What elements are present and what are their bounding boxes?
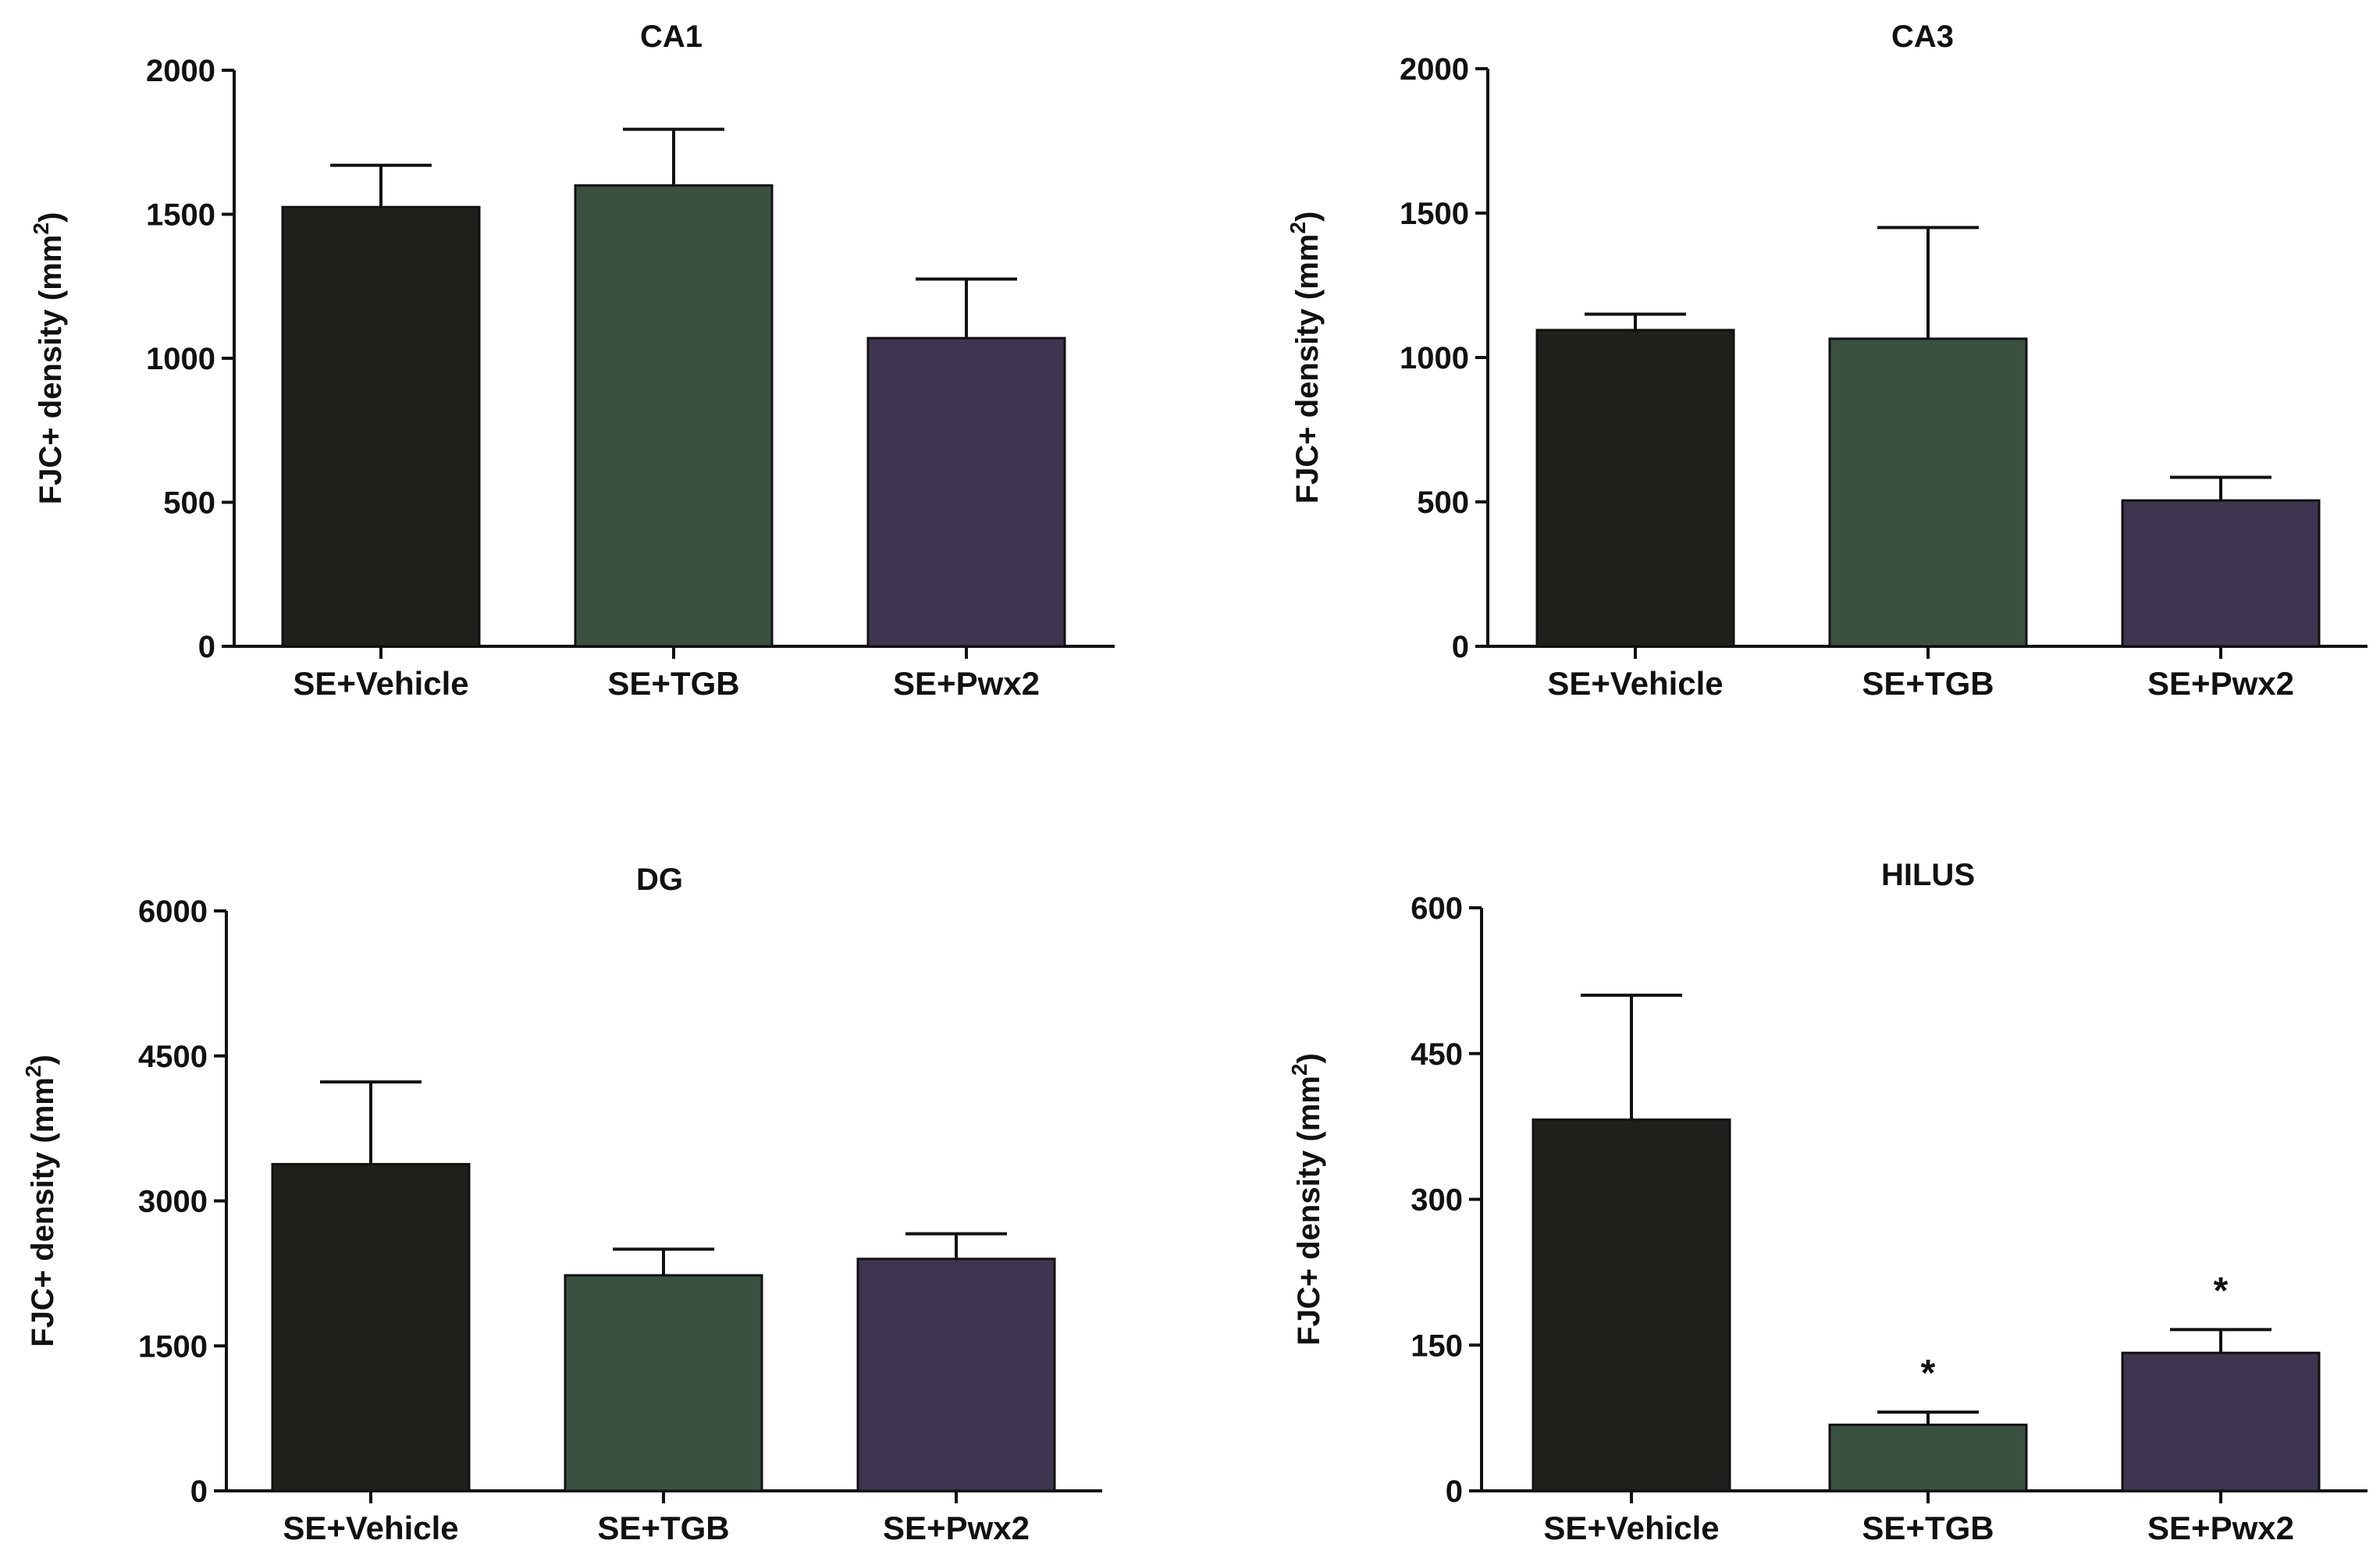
y-axis-label: FJC+ density (mm2): [29, 212, 68, 505]
x-tick-label: SE+TGB: [1862, 665, 1994, 702]
x-tick-label: SE+Vehicle: [1543, 1510, 1719, 1546]
x-tick-label: SE+Pwx2: [2147, 665, 2294, 702]
chart-title: CA1: [640, 20, 703, 54]
y-tick-label: 1000: [1400, 341, 1469, 375]
bar-se-pwx2: [2121, 1351, 2321, 1492]
y-tick-label: 1000: [146, 342, 215, 376]
chart-title: HILUS: [1881, 858, 1975, 892]
x-tick-label: SE+Vehicle: [1547, 665, 1723, 702]
bar-se-vehicle: [1532, 1118, 1731, 1492]
y-tick-label: 150: [1411, 1329, 1463, 1363]
x-tick-label: SE+TGB: [597, 1510, 729, 1546]
bar-se-pwx2: [2121, 499, 2321, 648]
y-axis-label: FJC+ density (mm2): [1287, 1053, 1326, 1346]
x-tick-label: SE+Pwx2: [883, 1510, 1030, 1546]
chart-title: DG: [636, 863, 683, 897]
bar-se-vehicle: [1535, 329, 1735, 648]
chart-ca1: CA1 FJC+ density (mm2) 0 500 1000 1500 2000 SE+…: [29, 20, 1115, 702]
y-tick-label: 0: [1452, 630, 1469, 664]
chart-hilus: HILUS FJC+ density (mm2) 0 150 300 450 600 SE+V…: [1287, 858, 2368, 1546]
x-tick-label: SE+TGB: [1862, 1510, 1994, 1546]
bar-se-pwx2: [856, 1257, 1056, 1492]
chart-dg: DG FJC+ density (mm2) 0 1500 3000 4500 6000 SE+…: [21, 863, 1102, 1546]
y-tick-label: 3000: [138, 1185, 208, 1219]
x-tick-label: SE+Pwx2: [2147, 1510, 2294, 1546]
significance-marker: *: [2214, 1270, 2229, 1311]
y-tick-label: 4500: [138, 1040, 208, 1074]
bar-se-tgb: [1828, 1423, 2028, 1492]
bar-se-tgb: [564, 1274, 763, 1492]
y-tick-label: 0: [198, 630, 215, 664]
x-tick-label: SE+Vehicle: [283, 1510, 458, 1546]
x-tick-label: SE+Pwx2: [893, 665, 1040, 702]
y-tick-label: 1500: [138, 1329, 208, 1364]
x-tick-label: SE+Vehicle: [293, 665, 468, 702]
y-tick-label: 1500: [1400, 197, 1469, 231]
bar-se-tgb: [1828, 337, 2028, 648]
bar-se-vehicle: [281, 205, 481, 648]
bar-se-tgb: [574, 184, 774, 648]
y-tick-label: 500: [163, 486, 215, 521]
chart-title: CA3: [1891, 20, 1954, 54]
y-tick-label: 0: [190, 1474, 208, 1509]
y-axis-label: FJC+ density (mm2): [1286, 212, 1325, 504]
y-tick-label: 2000: [146, 54, 215, 88]
chart-ca3: CA3 FJC+ density (mm2) 0 500 1000 1500 2000 SE+…: [1286, 20, 2368, 702]
y-tick-label: 600: [1411, 891, 1463, 926]
x-tick-label: SE+TGB: [607, 665, 739, 702]
y-tick-label: 0: [1446, 1474, 1463, 1509]
y-tick-label: 500: [1417, 486, 1469, 520]
bar-se-pwx2: [866, 336, 1066, 648]
bar-se-vehicle: [271, 1162, 471, 1492]
y-tick-label: 300: [1411, 1183, 1463, 1218]
significance-marker: *: [1921, 1353, 1936, 1394]
y-tick-label: 450: [1411, 1037, 1463, 1072]
y-axis-label: FJC+ density (mm2): [21, 1055, 60, 1347]
y-tick-label: 1500: [146, 198, 215, 233]
y-tick-label: 2000: [1400, 52, 1469, 87]
y-tick-label: 6000: [138, 895, 208, 929]
